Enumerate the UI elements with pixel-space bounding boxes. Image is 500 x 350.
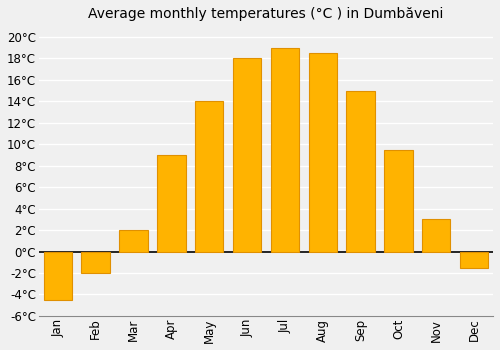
Bar <box>82 252 110 273</box>
Bar <box>460 252 488 268</box>
Bar <box>233 58 261 252</box>
Bar <box>157 155 186 252</box>
Title: Average monthly temperatures (°C ) in Dumbăveni: Average monthly temperatures (°C ) in Du… <box>88 7 444 21</box>
Bar <box>308 53 337 252</box>
Bar <box>195 102 224 252</box>
Bar <box>384 150 412 252</box>
Bar <box>422 219 450 252</box>
Bar <box>120 230 148 252</box>
Bar <box>346 91 375 252</box>
Bar <box>44 252 72 300</box>
Bar <box>270 48 299 252</box>
